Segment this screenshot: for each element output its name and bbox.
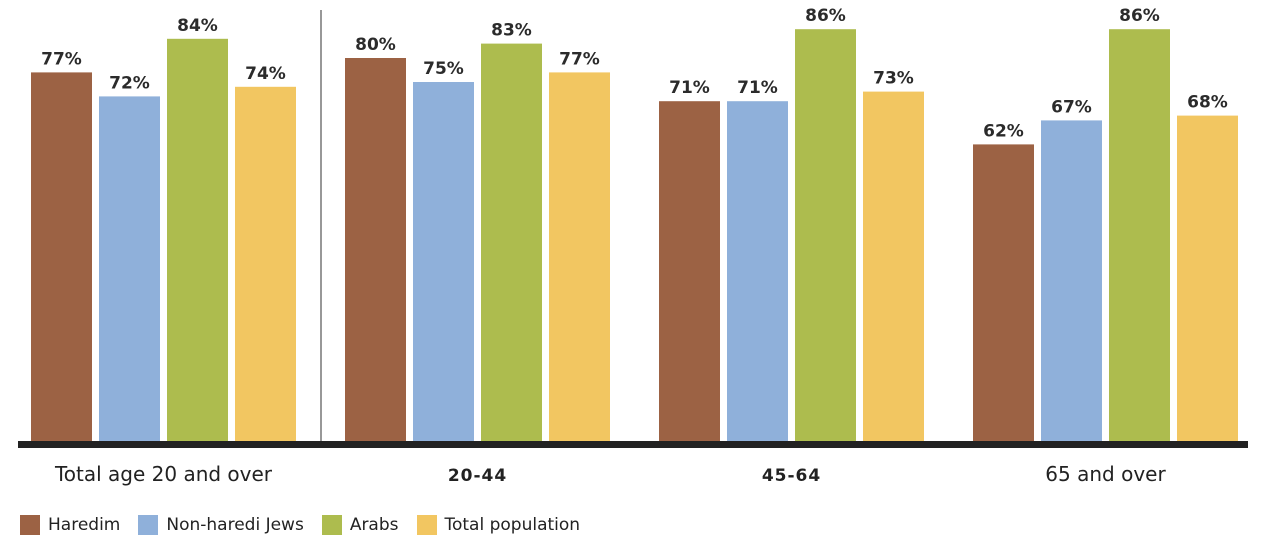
value-label-non-haredi-jews-20-44: 75% [423,59,464,79]
legend-swatch-arabs [321,515,342,535]
bar-arabs-65-and-over [1109,29,1170,442]
legend-item-total-population: Total population [416,515,581,535]
bar-non-haredi-jews-45-64 [727,101,788,442]
value-label-arabs-65-and-over: 86% [1119,6,1160,26]
legend-label-arabs: Arabs [349,515,399,535]
bar-total-population-20-44 [549,72,610,443]
baseline-axis [18,441,1248,448]
legend-item-haredim: Haredim [20,515,120,535]
legend-label-total-population: Total population [444,515,581,535]
value-label-total-population-20-44: 77% [559,49,600,69]
value-label-haredim-20-44: 80% [355,35,396,55]
legend-swatch-haredim [20,515,40,535]
legend-item-arabs: Arabs [321,515,399,535]
category-label-65-and-over: 65 and over [1045,462,1166,486]
value-label-total-population-45-64: 73% [873,69,914,89]
legend-label-haredim: Haredim [48,515,121,535]
value-label-total-population-65-and-over: 68% [1187,93,1228,113]
value-label-total-population-total-age-20-and-over: 74% [245,64,286,84]
bar-total-population-45-64 [863,91,924,442]
bar-total-population-65-and-over [1177,115,1238,442]
bar-haredim-65-and-over [973,144,1034,442]
legend-item-non-haredi-jews: Non-haredi Jews [138,515,304,535]
value-label-haredim-65-and-over: 62% [983,121,1024,141]
value-labels-layer: 77% 72% 84% 74% 80% 75% 83% 77% 71% 71% 86% 73% 62% 6… [41,6,1228,141]
legend-label-non-haredi-jews: Non-haredi Jews [166,515,304,535]
value-label-haredim-45-64: 71% [669,78,710,98]
category-label-20-44: 20-44 [448,466,507,486]
bar-arabs-20-44 [481,43,542,442]
bar-arabs-45-64 [795,29,856,442]
bar-non-haredi-jews-total-age-20-and-over [99,96,160,443]
legend-swatch-total-population [416,515,437,535]
bar-haredim-total-age-20-and-over [31,72,92,443]
bar-haredim-45-64 [659,101,720,442]
value-label-arabs-20-44: 83% [491,21,532,41]
bar-haredim-20-44 [345,58,406,442]
bar-total-population-total-age-20-and-over [235,86,296,443]
value-label-non-haredi-jews-total-age-20-and-over: 72% [109,73,150,93]
bar-non-haredi-jews-20-44 [413,82,474,442]
bar-arabs-total-age-20-and-over [167,38,228,443]
value-label-non-haredi-jews-65-and-over: 67% [1051,97,1092,117]
legend: Haredim Non-haredi Jews Arabs Total popu… [20,515,598,535]
bars-layer [31,29,1238,443]
value-label-arabs-45-64: 86% [805,6,846,26]
value-label-haredim-total-age-20-and-over: 77% [41,49,82,69]
value-label-non-haredi-jews-45-64: 71% [737,78,778,98]
legend-swatch-non-haredi-jews [138,515,159,535]
category-labels-layer: Total age 20 and over 20-44 45-64 65 and ov… [54,462,1167,486]
bar-non-haredi-jews-65-and-over [1041,120,1102,443]
category-label-total-age-20-and-over: Total age 20 and over [54,462,273,486]
value-label-arabs-total-age-20-and-over: 84% [177,16,218,36]
category-label-45-64: 45-64 [762,466,821,486]
